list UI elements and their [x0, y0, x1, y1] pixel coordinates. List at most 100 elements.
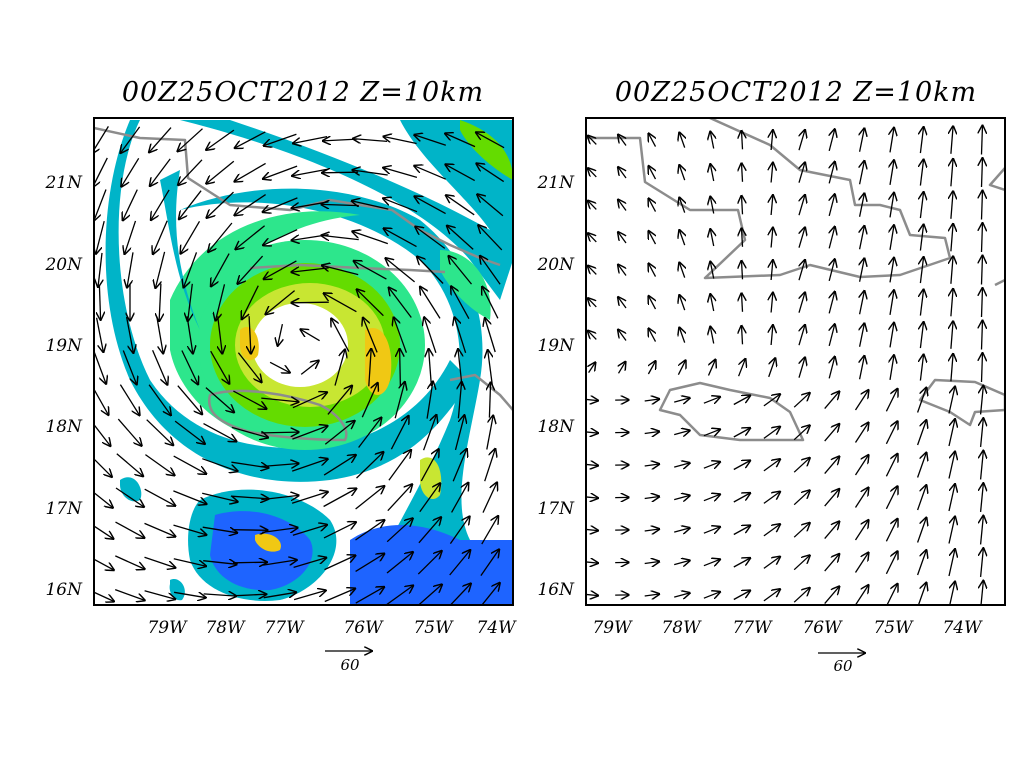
right-lat-labels: 21N 20N 19N 18N 17N 16N — [536, 173, 575, 600]
wind-vector — [679, 197, 684, 213]
wind-vector — [94, 189, 107, 221]
wind-vector — [400, 349, 401, 387]
wind-vector — [324, 421, 354, 445]
wind-vector — [480, 549, 499, 576]
wind-vector — [481, 583, 500, 605]
wind-vector — [733, 396, 750, 406]
wind-vector — [355, 520, 385, 541]
wind-vector — [824, 424, 840, 442]
wind-vector — [982, 191, 983, 220]
wind-vector — [115, 487, 144, 507]
wind-vector — [649, 133, 656, 147]
wind-vector — [916, 518, 927, 543]
wind-vector — [981, 548, 984, 577]
wind-vector — [355, 587, 384, 604]
wind-vector — [458, 349, 462, 387]
wind-vector — [119, 384, 139, 416]
wind-vector — [151, 189, 170, 220]
lon-label: 77W — [264, 618, 305, 638]
wind-vector — [173, 558, 206, 566]
wind-vector — [203, 561, 237, 565]
wind-vector — [829, 292, 835, 314]
wind-vector — [202, 526, 238, 533]
wind-vector — [156, 316, 163, 354]
wind-vector — [854, 390, 869, 411]
wind-vector — [125, 316, 134, 353]
wind-vector — [422, 415, 437, 451]
wind-vector — [150, 158, 171, 186]
wind-vector — [234, 162, 266, 181]
wind-vector — [648, 361, 655, 375]
lon-label: 78W — [661, 618, 702, 638]
wind-vector — [771, 195, 773, 216]
wind-vector — [394, 382, 405, 419]
wind-vector — [480, 256, 501, 285]
wind-vector — [488, 350, 493, 386]
wind-vector — [386, 518, 413, 543]
wind-vector — [414, 196, 446, 215]
wind-vector — [710, 132, 713, 149]
wind-vector — [824, 521, 840, 540]
wind-vector — [449, 516, 469, 544]
wind-vector — [445, 133, 476, 148]
wind-vector — [890, 225, 894, 251]
wind-vector — [644, 529, 660, 531]
wind-vector — [920, 289, 923, 316]
wind-vector — [324, 293, 357, 313]
wind-vector — [415, 227, 446, 249]
wind-vector — [703, 462, 720, 468]
wind-vector — [710, 164, 713, 182]
wind-vector — [352, 201, 389, 210]
wind-vector — [824, 391, 840, 410]
wind-vector — [237, 255, 264, 284]
wind-vector — [618, 265, 627, 276]
wind-vector — [951, 354, 953, 382]
lon-label: 76W — [343, 618, 384, 638]
wind-vector — [451, 483, 469, 513]
wind-vector — [420, 449, 438, 482]
wind-vector — [424, 317, 437, 354]
wind-vector — [331, 318, 350, 352]
wind-vector — [355, 486, 385, 510]
wind-vector — [482, 287, 499, 319]
wind-vector — [206, 160, 235, 183]
wind-vector — [799, 130, 805, 151]
wind-vector — [703, 592, 720, 598]
wind-vector — [232, 562, 267, 563]
wind-vector — [355, 554, 385, 572]
wind-vector — [449, 550, 471, 576]
wind-vector — [121, 157, 140, 186]
wind-vector — [982, 223, 983, 253]
wind-vector — [733, 428, 750, 438]
lat-label: 20N — [44, 255, 83, 275]
wind-vector — [703, 527, 720, 533]
wind-vector — [152, 349, 168, 385]
wind-vector — [981, 483, 984, 512]
wind-vector — [710, 197, 713, 214]
wind-vector — [586, 497, 598, 498]
wind-vector — [173, 490, 206, 504]
lat-label: 16N — [45, 580, 83, 600]
wind-vector — [149, 127, 172, 153]
wind-vector — [917, 583, 927, 605]
wind-vector — [485, 318, 496, 353]
wind-vector — [218, 316, 223, 353]
wind-vector — [357, 289, 384, 317]
wind-vector — [588, 266, 597, 275]
wind-vector — [95, 317, 104, 352]
wind-vector — [354, 261, 387, 280]
lon-label: 77W — [732, 618, 773, 638]
wind-vector — [618, 200, 627, 211]
wind-vector — [649, 296, 656, 310]
wind-vector — [890, 290, 894, 316]
wind-vector — [644, 562, 660, 564]
right-lon-labels: 79W 78W 77W 76W 75W 74W — [592, 618, 983, 638]
wind-vector — [178, 159, 203, 185]
wind-vector — [155, 251, 166, 288]
wind-vector — [94, 350, 106, 384]
wind-vector — [261, 398, 298, 402]
wind-vector — [710, 327, 713, 344]
wind-vector — [799, 357, 805, 378]
left-shaded-field — [94, 120, 513, 605]
wind-vector — [292, 392, 327, 409]
